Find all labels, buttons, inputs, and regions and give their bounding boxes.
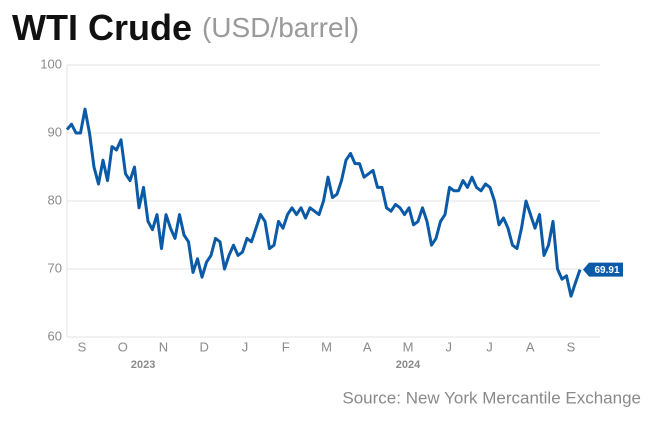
x-tick-label: S (567, 339, 576, 354)
year-label: 2024 (396, 359, 421, 371)
chart-title: WTI Crude (USD/barrel) (12, 7, 359, 48)
x-tick-label: M (403, 339, 414, 354)
subtitle: (USD/barrel) (202, 12, 359, 43)
x-tick-label: A (363, 339, 372, 354)
y-tick-label: 70 (48, 260, 62, 275)
source: Source: New York Mercantile Exchange (342, 388, 641, 407)
price-line (65, 107, 582, 298)
y-tick-label: 80 (48, 192, 62, 207)
x-tick-label: N (159, 339, 168, 354)
year-label: 2023 (131, 359, 155, 371)
y-tick-label: 100 (40, 56, 62, 71)
end-label: 69.91 (594, 265, 619, 276)
y-tick-label: 90 (48, 124, 62, 139)
x-tick-label: J (486, 339, 493, 354)
end-label-box (583, 262, 623, 277)
x-tick-label: J (446, 339, 453, 354)
x-tick-label: M (321, 339, 332, 354)
x-tick-label: F (282, 339, 290, 354)
x-tick-label: J (242, 339, 249, 354)
x-tick-label: S (78, 339, 87, 354)
y-tick-label: 60 (48, 328, 62, 343)
x-tick-label: O (118, 339, 128, 354)
x-tick-label: D (200, 339, 209, 354)
x-tick-label: A (526, 339, 535, 354)
title-text: WTI Crude (12, 7, 192, 48)
